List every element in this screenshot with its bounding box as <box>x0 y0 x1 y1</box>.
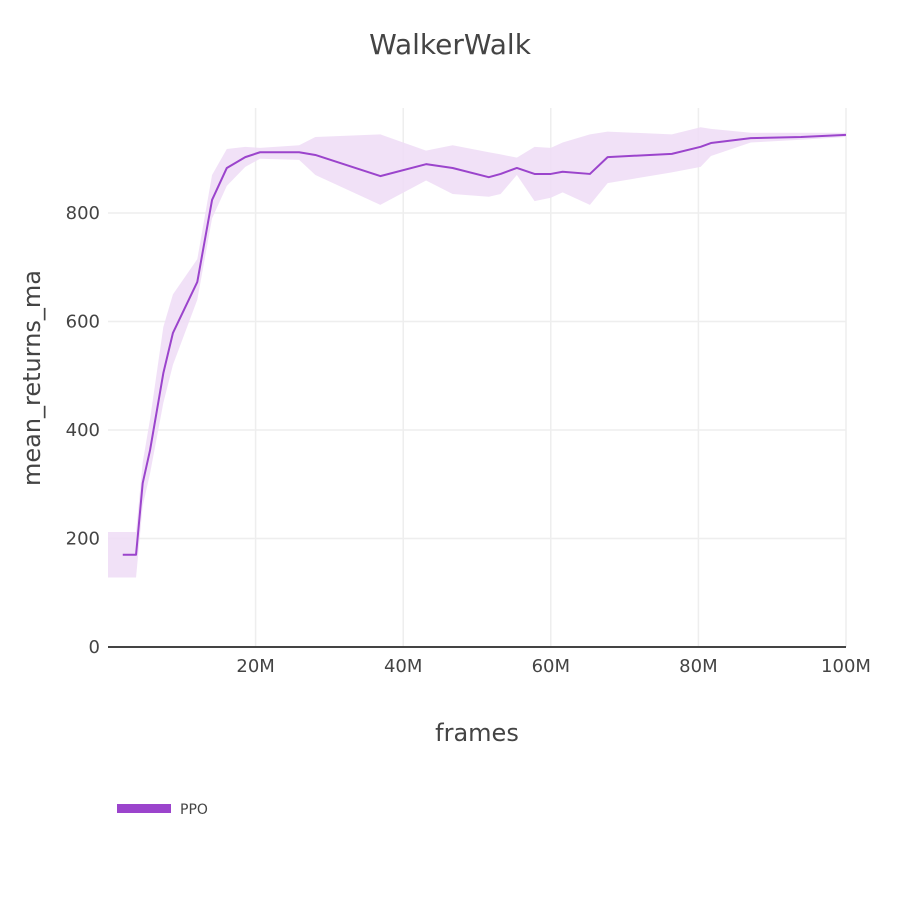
y-tick-label: 0 <box>89 637 100 658</box>
y-tick-label: 600 <box>66 312 100 333</box>
x-axis-title: frames <box>435 719 519 747</box>
x-tick-label: 100M <box>821 656 871 677</box>
x-tick-label: 80M <box>679 656 717 677</box>
y-tick-labels: 0 200 400 600 800 <box>66 203 100 658</box>
chart-title: WalkerWalk <box>369 28 532 61</box>
gridlines <box>108 108 847 647</box>
legend-swatch-ppo <box>117 804 171 813</box>
x-tick-labels: 20M 40M 60M 80M 100M <box>236 656 871 677</box>
y-tick-label: 400 <box>66 420 100 441</box>
x-tick-label: 40M <box>384 656 422 677</box>
ppo-confidence-band <box>108 127 846 578</box>
legend-label-ppo[interactable]: PPO <box>180 802 208 818</box>
ppo-line <box>122 133 847 556</box>
y-tick-label: 800 <box>66 203 100 224</box>
x-tick-label: 20M <box>236 656 274 677</box>
x-tick-label: 60M <box>532 656 570 677</box>
legend[interactable]: PPO <box>117 802 208 818</box>
y-tick-label: 200 <box>66 529 100 550</box>
y-axis-title: mean_returns_ma <box>18 270 46 486</box>
